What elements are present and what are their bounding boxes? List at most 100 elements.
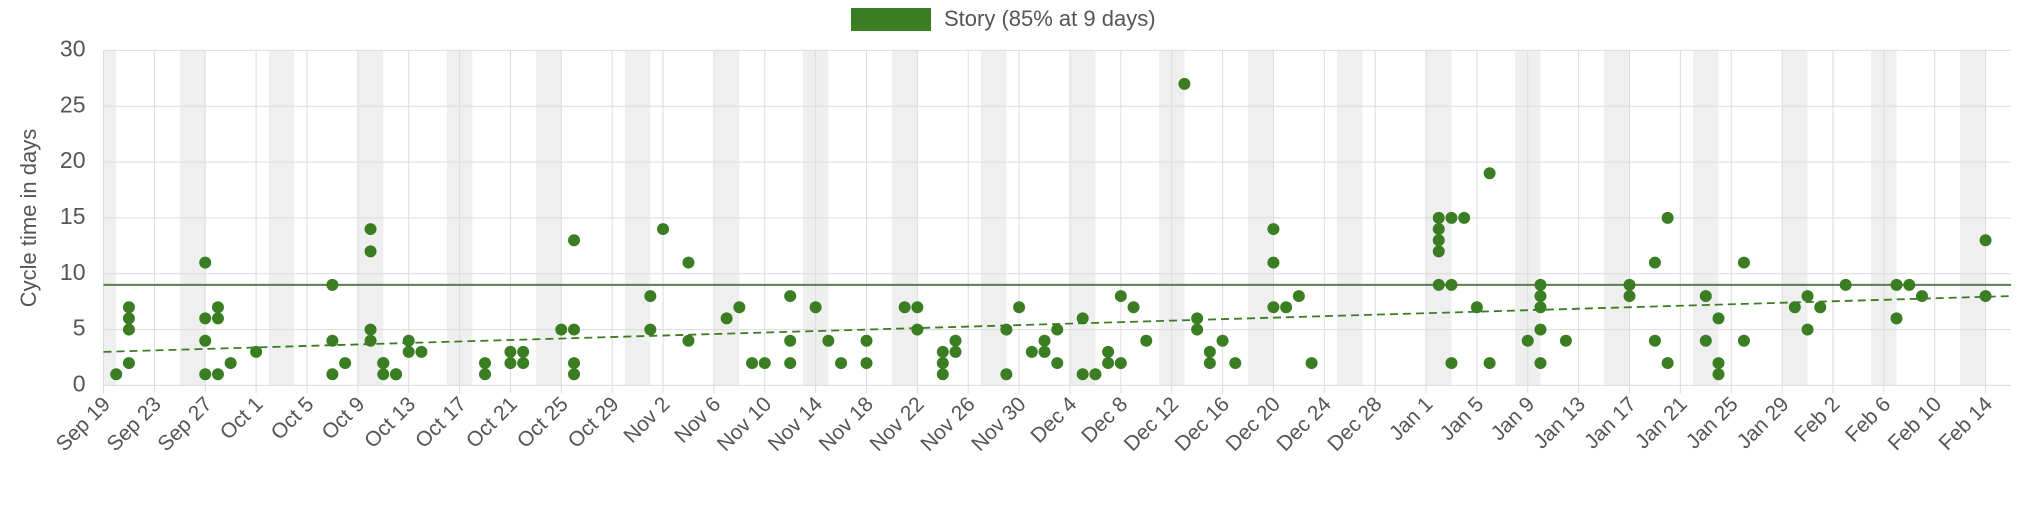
y-tick-label: 0: [73, 370, 86, 396]
point: [1178, 77, 1191, 90]
y-tick-label: 5: [73, 315, 86, 341]
point: [364, 245, 377, 258]
point: [936, 368, 949, 381]
point: [1203, 357, 1216, 370]
y-tick-label: 30: [60, 35, 86, 61]
point: [1712, 368, 1725, 381]
point: [402, 334, 415, 347]
x-tick-label: Nov 18: [815, 393, 878, 456]
point: [479, 368, 491, 381]
point: [1483, 167, 1496, 180]
point: [1038, 334, 1051, 347]
point: [1559, 334, 1572, 347]
point: [1699, 290, 1712, 303]
x-tick-label: Oct 17: [411, 393, 471, 453]
point: [1445, 211, 1458, 224]
x-tick-label: Dec 28: [1323, 393, 1386, 456]
point: [122, 323, 135, 336]
x-tick-label: Dec 4: [1026, 392, 1081, 447]
legend-label: Story (85% at 9 days): [944, 6, 1156, 31]
point: [644, 290, 657, 303]
point: [1140, 334, 1153, 347]
point: [1000, 368, 1013, 381]
point: [1623, 290, 1636, 303]
point: [911, 301, 924, 314]
point: [504, 357, 517, 370]
x-tick-label: Jan 13: [1529, 393, 1590, 454]
x-tick-label: Dec 20: [1222, 393, 1285, 456]
point: [1712, 357, 1725, 370]
point: [1305, 357, 1318, 370]
point: [1890, 312, 1903, 325]
point: [555, 323, 568, 336]
point: [1801, 323, 1814, 336]
point: [1534, 278, 1547, 291]
point: [1203, 345, 1216, 358]
point: [339, 357, 352, 370]
point: [1534, 323, 1547, 336]
point: [224, 357, 237, 370]
point: [1051, 323, 1064, 336]
point: [326, 368, 339, 381]
point: [326, 278, 339, 291]
point: [822, 334, 835, 347]
point: [1280, 301, 1293, 314]
point: [402, 345, 415, 358]
point: [364, 223, 377, 236]
y-tick-label: 20: [60, 147, 86, 173]
x-tick-label: Oct 25: [513, 393, 573, 453]
point: [1534, 357, 1547, 370]
point: [122, 301, 135, 314]
point: [199, 368, 212, 381]
point: [517, 345, 530, 358]
y-tick-label: 15: [60, 203, 86, 229]
point: [1839, 278, 1852, 291]
point: [1102, 345, 1115, 358]
x-tick-label: Jan 1: [1385, 393, 1438, 446]
x-tick-label: Nov 10: [713, 393, 776, 456]
point: [250, 345, 263, 358]
point: [758, 357, 771, 370]
point: [364, 323, 377, 336]
point: [1229, 357, 1242, 370]
point: [211, 312, 224, 325]
point: [568, 357, 581, 370]
x-tick-label: Oct 21: [462, 393, 522, 453]
point: [1648, 334, 1661, 347]
point: [936, 357, 949, 370]
point: [1788, 301, 1801, 314]
x-tick-label: Oct 1: [216, 393, 268, 445]
point: [1979, 290, 1992, 303]
point: [1801, 290, 1814, 303]
point: [682, 334, 695, 347]
point: [1890, 278, 1903, 291]
point: [860, 357, 873, 370]
point: [1483, 357, 1496, 370]
x-tick-label: Oct 5: [267, 393, 319, 445]
point: [199, 312, 212, 325]
point: [1445, 357, 1458, 370]
point: [1127, 301, 1140, 314]
point: [517, 357, 530, 370]
x-tick-label: Dec 12: [1120, 393, 1183, 456]
y-tick-label: 25: [60, 91, 86, 117]
point: [389, 368, 402, 381]
point: [1699, 334, 1712, 347]
x-tick-label: Nov 14: [764, 392, 828, 456]
point: [1191, 312, 1204, 325]
point: [1267, 223, 1280, 236]
x-tick-label: Feb 2: [1790, 393, 1844, 447]
point: [1432, 211, 1445, 224]
x-tick-label: Feb 14: [1935, 392, 1998, 455]
point: [479, 357, 491, 370]
point: [1000, 323, 1013, 336]
point: [568, 234, 581, 247]
point: [1432, 245, 1445, 258]
point: [860, 334, 873, 347]
point: [1216, 334, 1229, 347]
point: [326, 334, 339, 347]
point: [835, 357, 848, 370]
point: [784, 357, 797, 370]
point: [1292, 290, 1305, 303]
